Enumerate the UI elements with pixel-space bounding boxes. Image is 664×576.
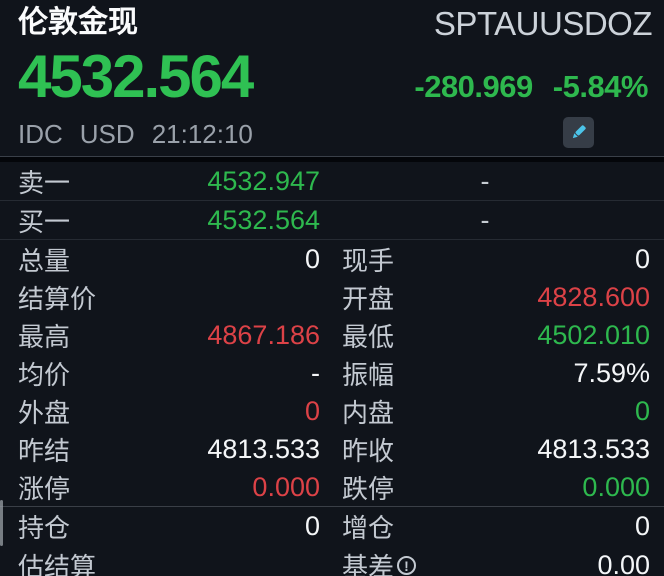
- instrument-name: 伦敦金现: [18, 6, 138, 39]
- row-label: 持仓: [18, 513, 71, 543]
- row-label: 外盘: [18, 397, 71, 428]
- stat-row-outer-inner: 外盘 0 内盘 0: [0, 392, 664, 430]
- scrollbar[interactable]: [0, 500, 3, 546]
- positions-table: 持仓 0 增仓 0 估结算 基差 0.00: [0, 507, 664, 576]
- stats-table: 总量 0 现手 0 结算价 开盘 4828.600 最高 4867.186 最低…: [0, 240, 664, 506]
- row-value: 4867.186: [207, 319, 320, 350]
- row-label: 基差: [342, 547, 472, 576]
- row-label: 卖一: [18, 167, 71, 198]
- row-value: 7.59%: [573, 357, 650, 388]
- row-value: 0: [304, 395, 320, 426]
- stat-row-limit-up-down: 涨停 0.000 跌停 0.000: [0, 468, 664, 506]
- order-book: 卖一 4532.947 - 买一 4532.564 -: [0, 162, 664, 240]
- quote-currency: USD: [79, 118, 135, 149]
- bid-size: -: [480, 204, 490, 235]
- row-label: 买一: [18, 206, 71, 237]
- stat-row-high-low: 最高 4867.186 最低 4502.010: [0, 316, 664, 354]
- price-change: -280.969: [414, 69, 533, 104]
- row-label: 现手: [342, 245, 395, 276]
- position-row-holdings: 持仓 0 增仓 0: [0, 507, 664, 546]
- row-label: 最高: [18, 321, 71, 352]
- row-label: 昨结: [18, 435, 71, 466]
- instrument-symbol: SPTAUUSDOZ: [433, 5, 653, 42]
- bid-price: 4532.564: [207, 204, 320, 235]
- row-value: 0: [304, 511, 320, 541]
- row-value: 0: [634, 243, 650, 274]
- quote-time: 21:12:10: [151, 118, 253, 149]
- row-label: 结算价: [18, 283, 97, 314]
- basis-label: 基差: [342, 552, 395, 576]
- position-row-est-settlement-basis: 估结算 基差 0.00: [0, 546, 664, 576]
- stat-row-volume: 总量 0 现手 0: [0, 240, 664, 278]
- row-value: 4813.533: [537, 433, 650, 464]
- row-label: 总量: [18, 245, 71, 276]
- quote-source: IDC: [18, 118, 63, 149]
- row-label: 均价: [18, 359, 71, 390]
- row-label: 涨停: [18, 473, 71, 504]
- row-value: 0: [634, 511, 650, 541]
- row-value: 0.000: [252, 471, 320, 502]
- row-value: 0.00: [597, 550, 650, 576]
- quote-header: 伦敦金现 SPTAUUSDOZ 4532.564 -280.969 -5.84%…: [0, 0, 664, 151]
- pencil-icon: [569, 123, 588, 142]
- row-label: 跌停: [342, 473, 395, 504]
- section-divider: [0, 506, 664, 507]
- row-label: 内盘: [342, 397, 395, 428]
- ask-size: -: [480, 165, 490, 196]
- last-price: 4532.564: [18, 43, 254, 110]
- row-label: 最低: [342, 321, 395, 352]
- ask-price: 4532.947: [207, 165, 320, 196]
- row-value: 4813.533: [207, 433, 320, 464]
- price-change-percent: -5.84%: [552, 69, 649, 104]
- row-label: 振幅: [342, 359, 395, 390]
- row-value: 0: [634, 395, 650, 426]
- row-label: 估结算: [18, 552, 97, 576]
- row-label: 开盘: [342, 283, 395, 314]
- row-label: 昨收: [342, 435, 395, 466]
- edit-button[interactable]: [563, 117, 594, 148]
- stat-row-prev-settle-close: 昨结 4813.533 昨收 4813.533: [0, 430, 664, 468]
- row-value: 0: [304, 243, 320, 274]
- stat-row-settlement-open: 结算价 开盘 4828.600: [0, 278, 664, 316]
- header-divider: [0, 156, 664, 162]
- row-value: -: [311, 357, 320, 388]
- row-label: 增仓: [342, 513, 395, 543]
- info-icon[interactable]: [397, 556, 417, 575]
- row-value: 4502.010: [537, 319, 650, 350]
- order-book-row-ask1: 卖一 4532.947 -: [0, 162, 664, 201]
- row-value: 0.000: [582, 471, 650, 502]
- stat-row-avg-amplitude: 均价 - 振幅 7.59%: [0, 354, 664, 392]
- row-value: 4828.600: [537, 281, 650, 312]
- order-book-row-bid1: 买一 4532.564 -: [0, 201, 664, 240]
